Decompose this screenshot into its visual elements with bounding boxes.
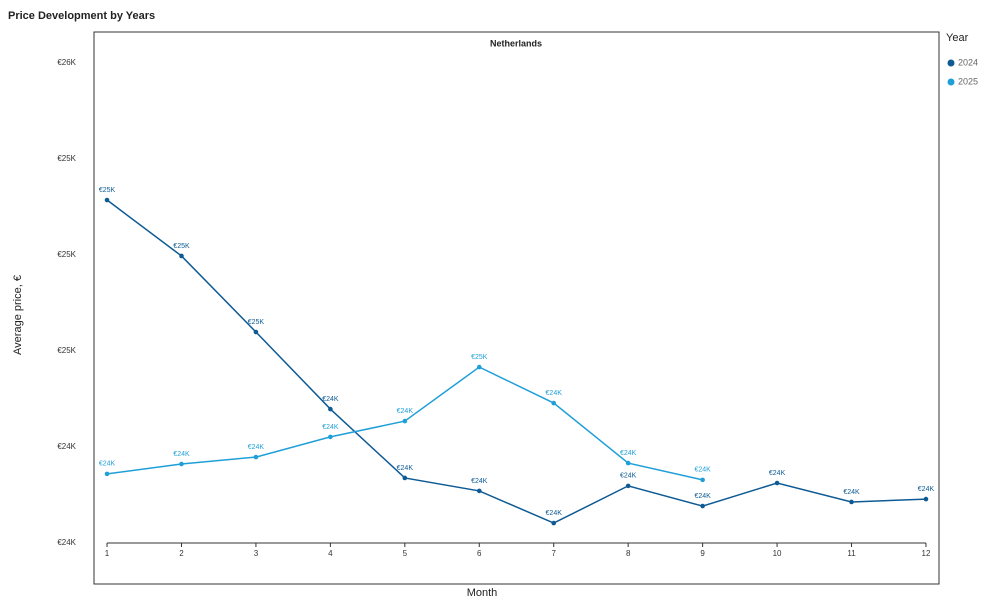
data-label: €24K [620,473,637,480]
data-label: €24K [99,461,116,468]
x-tick-label: 7 [551,549,556,558]
x-tick-label: 5 [403,549,408,558]
data-label: €24K [322,396,339,403]
data-label: €24K [546,510,563,517]
y-tick-label: €26K [57,58,76,67]
y-tick-label: €25K [57,154,76,163]
data-label: €24K [173,451,190,458]
legend-marker [947,78,955,86]
y-tick-label: €24K [57,538,76,547]
data-point [700,503,705,509]
panel-title: Netherlands [490,38,542,48]
y-tick-label: €25K [57,250,76,259]
data-label: €24K [322,424,339,431]
x-tick-label: 3 [254,549,259,558]
legend-label: 2024 [958,57,978,67]
series-line [106,199,926,524]
x-axis-label: Month [467,587,498,599]
x-tick-label: 11 [847,549,856,558]
x-tick-label: 6 [477,549,482,558]
data-label: €25K [173,243,190,250]
data-point [476,364,482,370]
y-tick-label: €25K [57,346,76,355]
data-point [179,461,184,467]
data-point [476,488,482,494]
data-point [625,460,631,466]
plot-frame [93,31,940,585]
data-point [328,434,333,440]
data-point [551,520,557,526]
series-line [106,366,703,481]
data-point [849,499,854,505]
legend-marker [947,59,955,67]
data-label: €25K [99,187,116,194]
data-label: €24K [471,478,488,485]
x-tick-label: 2 [179,549,184,558]
data-label: €24K [694,493,711,500]
data-point [402,475,408,481]
x-tick-label: 1 [105,549,110,558]
legend-title: Year [946,32,969,44]
data-point [774,480,780,486]
data-label: €24K [769,470,786,477]
data-point [253,454,259,460]
y-axis-label: Average price, € [12,275,24,355]
y-tick-label: €24K [57,442,76,451]
data-point [700,477,705,483]
data-label: €24K [397,465,414,472]
data-point [104,471,110,477]
data-point [104,197,110,203]
legend-label: 2025 [958,76,978,86]
x-tick-label: 10 [773,549,782,558]
data-label: €24K [918,486,935,493]
data-point [923,496,929,502]
data-point [402,418,408,424]
data-label: €24K [694,467,711,474]
data-label: €25K [471,354,488,361]
x-tick-label: 12 [922,549,931,558]
data-point [253,329,259,335]
data-point [551,400,557,406]
data-point [179,253,184,259]
x-tick-label: 4 [328,549,333,558]
data-point [328,406,333,412]
data-label: €24K [248,444,265,451]
data-label: €24K [397,408,414,415]
data-label: €25K [248,319,265,326]
x-tick-label: 9 [700,549,705,558]
data-label: €24K [843,489,860,496]
data-label: €24K [620,450,637,457]
chart-title: Price Development by Years [8,10,155,22]
x-tick-label: 8 [626,549,631,558]
data-point [625,483,631,489]
data-label: €24K [546,390,563,397]
